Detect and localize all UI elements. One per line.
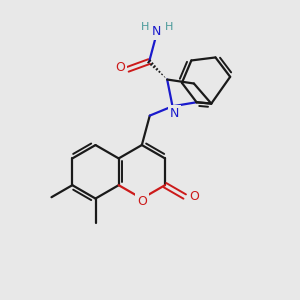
Text: H: H: [141, 22, 149, 32]
Text: N: N: [170, 107, 179, 120]
Text: H: H: [165, 22, 173, 32]
Text: N: N: [152, 25, 161, 38]
Text: O: O: [190, 190, 200, 203]
Text: O: O: [115, 61, 125, 74]
Text: O: O: [137, 195, 147, 208]
